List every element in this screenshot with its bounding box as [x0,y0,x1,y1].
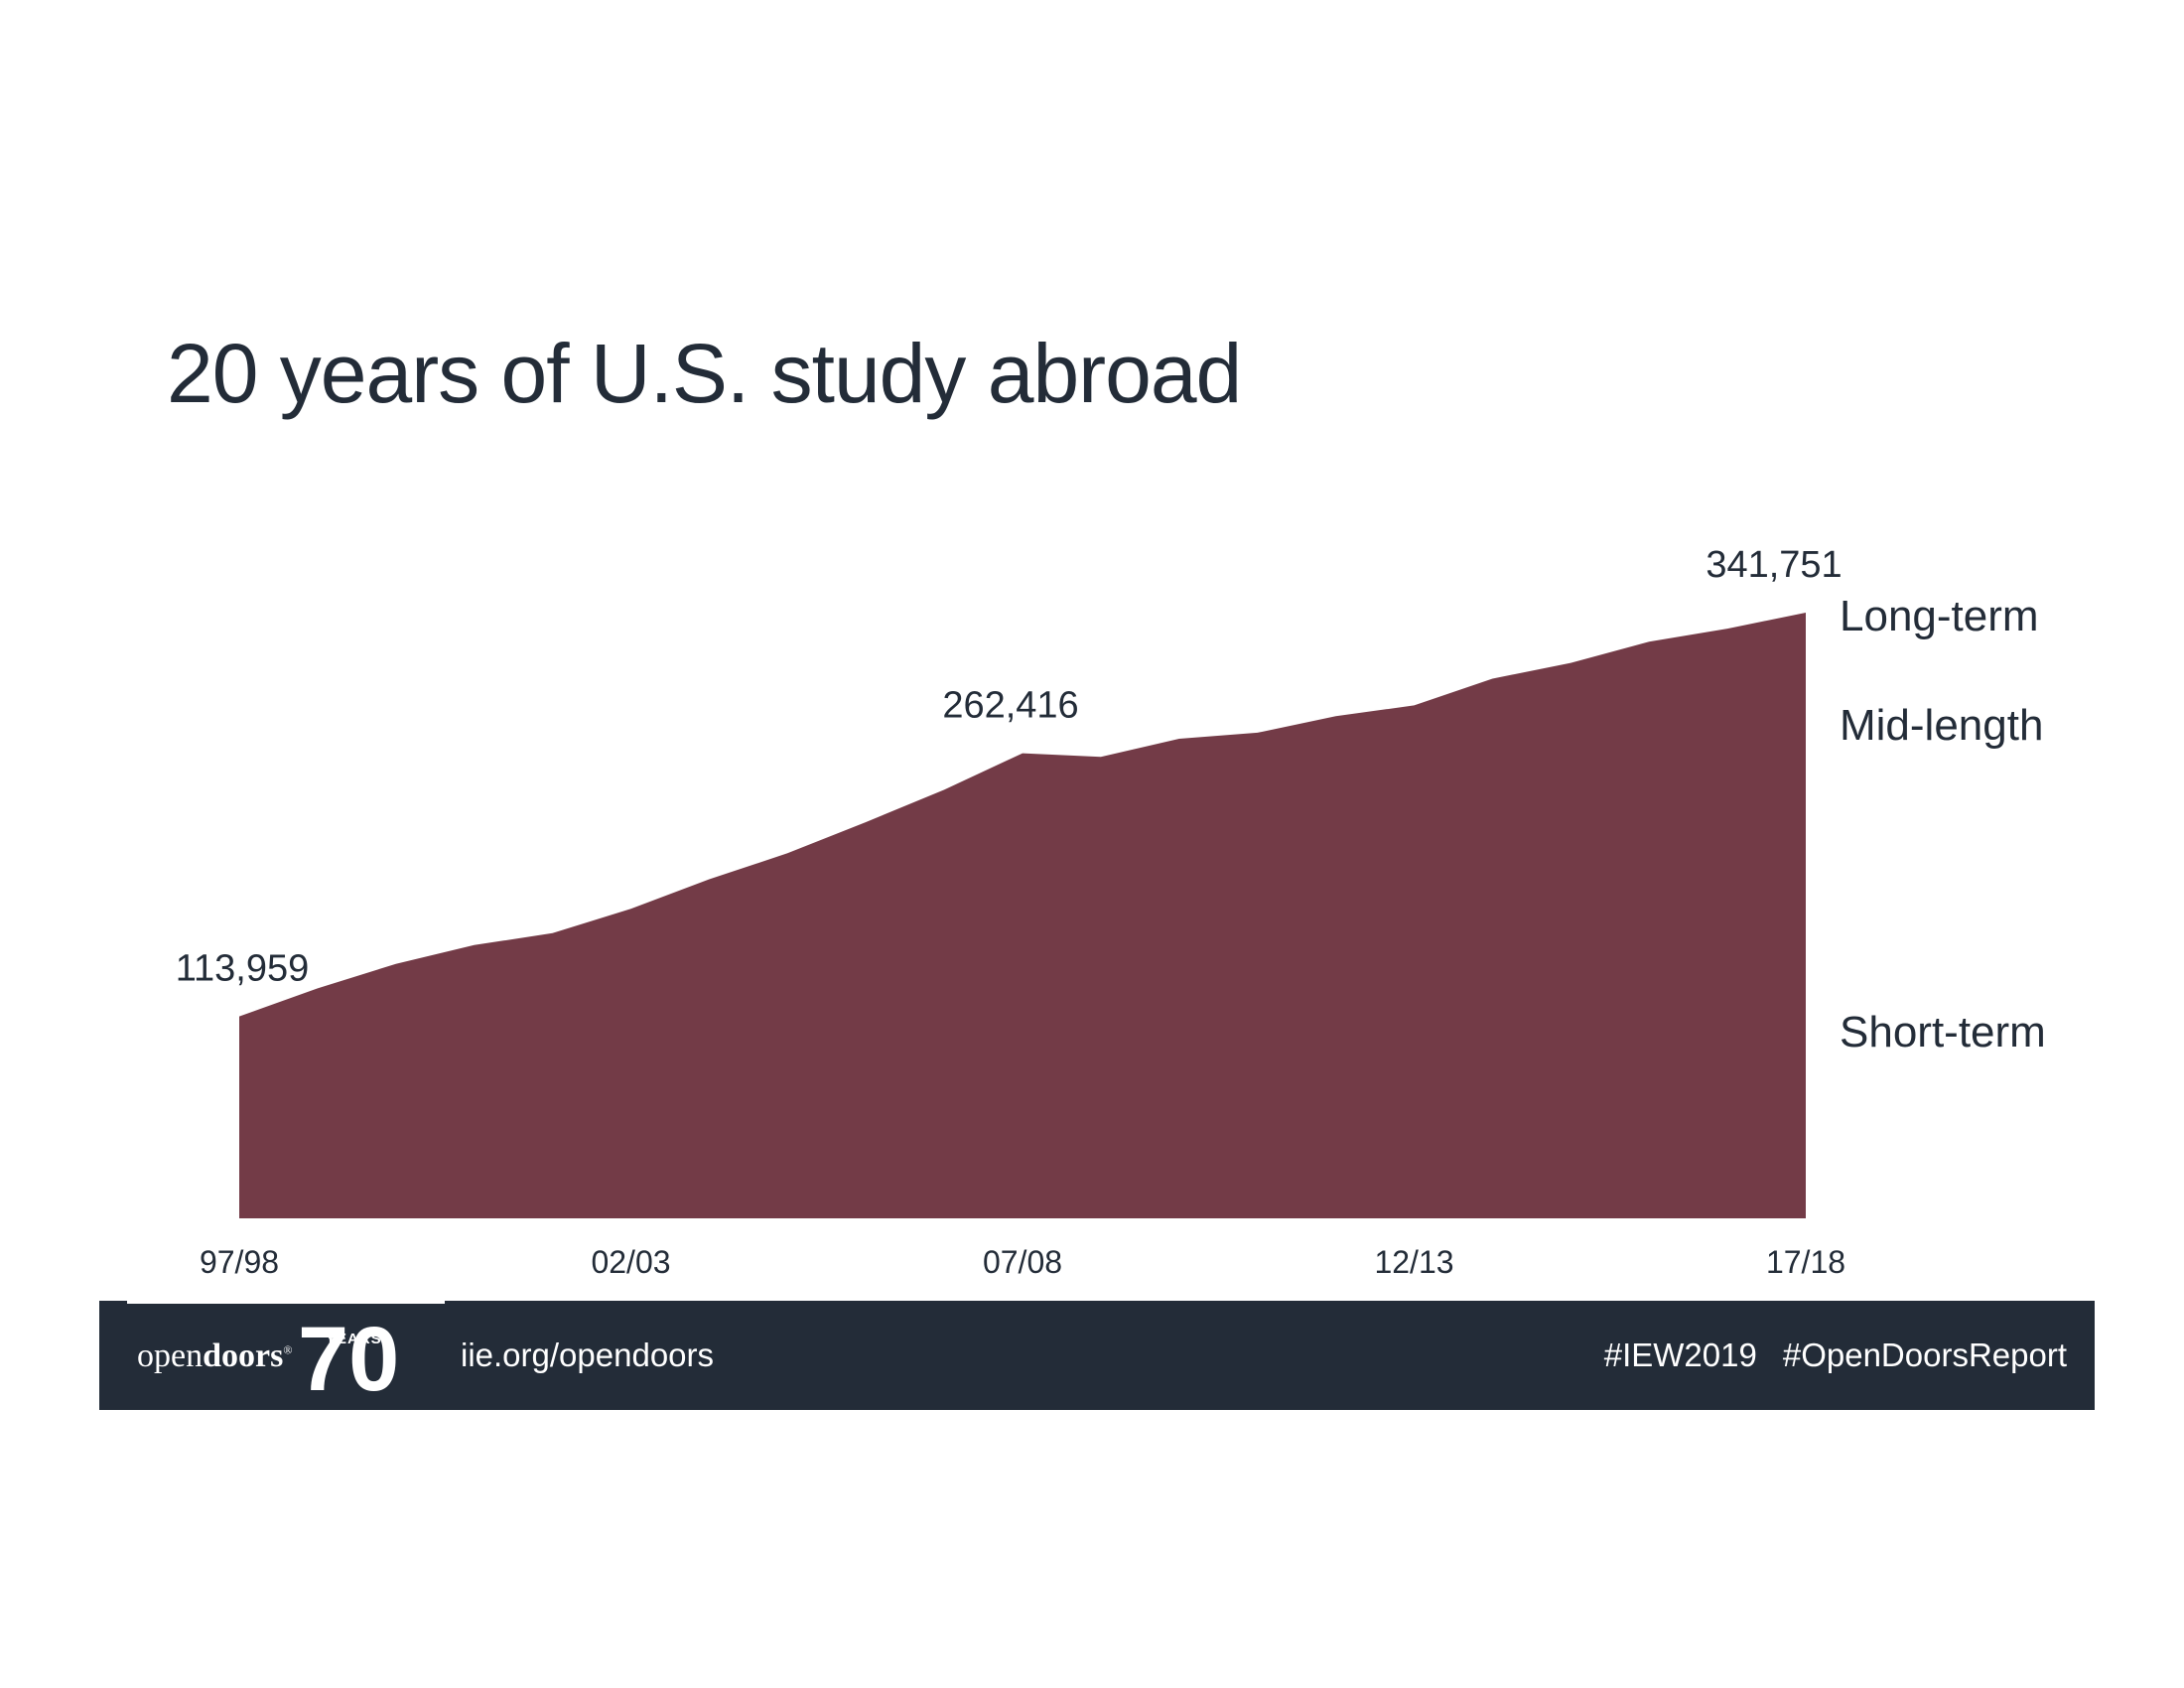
x-tick-label: 17/18 [1766,1244,1845,1280]
chart-title: 20 years of U.S. study abroad [167,327,1242,420]
footer-accent-line [127,1301,445,1304]
hashtag-opendoors[interactable]: #OpenDoorsReport [1782,1336,2067,1373]
data-label: 262,416 [942,685,1078,727]
x-tick-label: 02/03 [591,1244,670,1280]
logo-wordmark: opendoors® [137,1337,293,1374]
hashtag-iew[interactable]: #IEW2019 [1603,1336,1757,1373]
category-label: Long-term [1840,592,2039,640]
category-label: Mid-length [1840,701,2043,750]
svg-text:70: 70 [298,1315,399,1398]
opendoors-logo[interactable]: opendoors® 70 [137,1315,433,1398]
x-tick-label: 97/98 [200,1244,279,1280]
x-tick-label: 07/08 [983,1244,1062,1280]
series-area [239,613,1806,1218]
logo-years-label: YEARS [326,1331,382,1347]
data-label: 341,751 [1706,544,1842,586]
footer-bar: opendoors® 70 YEARS iie.org/opendoors #I… [99,1301,2095,1410]
category-label: Short-term [1840,1008,2046,1056]
logo-70-mark: 70 [298,1315,399,1398]
area-chart: 97/98 02/03 07/08 12/13 17/18 113,959 262,416 3… [176,544,2046,1280]
data-label: 113,959 [176,948,310,990]
x-tick-label: 12/13 [1374,1244,1453,1280]
footer-hashtags: #IEW2019 #OpenDoorsReport [1604,1336,2067,1374]
footer-url[interactable]: iie.org/opendoors [461,1336,715,1373]
